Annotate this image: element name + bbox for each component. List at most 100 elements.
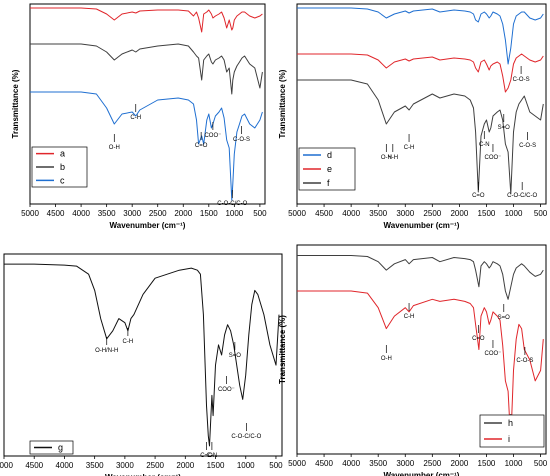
series-line-g [4,263,280,447]
x-tick-label: 3500 [98,209,116,218]
legend-box [479,414,545,448]
x-tick-label: 4000 [56,461,74,470]
x-tick-label: 1500 [478,209,496,218]
x-axis-label: Wavenumber (cm⁻¹) [105,473,181,476]
panel-bottom-right: 5000 4500 4000 3500 3000 2500 2000 1500 1000 500 W… [278,244,548,476]
legend-label-c: c [60,175,65,185]
legend: def [298,147,356,191]
x-tick-label: 4500 [315,209,333,218]
x-tick-label: 3000 [116,461,134,470]
plot-frame [29,3,266,205]
x-tick-label: 5000 [288,459,306,468]
annotation-label: C-N [207,453,218,459]
legend-label-a: a [60,149,65,159]
annotation-label: C-H [123,339,134,345]
x-tick-label: 3000 [123,209,141,218]
x-tick-label: 2500 [149,209,167,218]
annotation-label: COO⁻ [218,387,235,393]
legend-label-i: i [508,434,510,444]
x-tick-label: 1000 [505,459,523,468]
x-tick-label: 2500 [423,209,441,218]
x-tick-label: 500 [534,209,548,218]
annotation-label: O-H [109,145,120,151]
legend-label-e: e [327,164,332,174]
x-tick-label: 1000 [237,461,255,470]
annotation-label: C=O [472,193,485,199]
plot-frame [3,253,283,457]
annotation-label: COO⁻ [485,351,502,357]
annotation-label: S=O [498,315,511,321]
x-tick-label: 2000 [176,461,194,470]
annotation-label: O-H/N-H [95,348,118,354]
x-tick-label: 3000 [396,209,414,218]
annotation-label: C-O-S [233,137,250,143]
series-line-i [297,290,544,445]
annotation-label: COO⁻ [485,155,502,161]
legend-label-d: d [327,150,332,160]
annotation-label: C=O [195,143,208,149]
y-axis-label: Transmittance (%) [11,69,20,138]
x-tick-label: 1500 [478,459,496,468]
annotation-label: C-H [130,115,141,121]
x-tick-label: 2500 [423,459,441,468]
panel-bottom-left: 5000 4500 4000 3500 3000 2500 2000 1500 1000 500 W… [0,253,283,476]
x-tick-label: 4000 [342,459,360,468]
panel-top-left: 5000 4500 4000 3500 3000 2500 2000 1500 1000 500 W… [11,3,267,230]
x-tick-label: 3500 [369,209,387,218]
x-tick-label: 4500 [315,459,333,468]
x-tick-label: 4500 [25,461,43,470]
annotation-label: C=O [200,453,213,459]
series-line-a [30,7,263,33]
series-line-b [30,43,263,95]
x-tick-label: 5000 [0,461,13,470]
x-tick-label: 2000 [174,209,192,218]
x-tick-label: 2000 [450,459,468,468]
annotation-label: O-H [381,155,392,161]
legend: hi [479,414,545,448]
plot-frame [296,3,547,205]
annotation-label: S=O [498,125,511,131]
annotation-label: C-H [404,145,415,151]
x-axis-label: Wavenumber (cm⁻¹) [384,471,460,476]
x-tick-label: 500 [269,461,283,470]
legend-label-g: g [58,443,63,453]
annotation-label: C-O-S [516,358,533,364]
x-tick-label: 3000 [396,459,414,468]
x-tick-label: 2500 [146,461,164,470]
x-tick-label: 5000 [21,209,39,218]
x-axis-label: Wavenumber (cm⁻¹) [384,221,460,230]
x-tick-label: 4000 [342,209,360,218]
x-tick-label: 3500 [369,459,387,468]
x-tick-label: 4000 [72,209,90,218]
x-tick-label: 4500 [47,209,65,218]
annotation-label: C=O [472,336,485,342]
annotation-label: C-O-C/C-O [217,201,247,207]
panel-top-right: 5000 4500 4000 3500 3000 2500 2000 1500 1000 500 W… [278,3,548,230]
x-tick-label: 500 [253,209,267,218]
legend-label-f: f [327,178,330,188]
legend-label-h: h [508,418,513,428]
legend: abc [31,146,88,188]
annotation-label: C-O-C/C-O [231,434,261,440]
annotation-label: O-H [381,356,392,362]
annotation-label: COO⁻ [204,133,221,139]
series-line-f [297,79,544,195]
annotation-label: N-H [387,155,398,161]
y-axis-label: Transmittance (%) [278,315,287,384]
series-line-c [30,91,263,201]
x-tick-label: 500 [534,459,548,468]
annotation-label: C-H [404,314,415,320]
x-tick-label: 3500 [86,461,104,470]
x-tick-label: 1500 [207,461,225,470]
x-tick-label: 1000 [505,209,523,218]
legend-label-b: b [60,162,65,172]
annotation-label: C-N [479,142,490,148]
legend: g [29,440,74,455]
plot-frame [296,244,547,455]
x-tick-label: 5000 [288,209,306,218]
x-tick-label: 2000 [450,209,468,218]
x-tick-label: 1000 [225,209,243,218]
annotation-label: C-O-S [513,77,530,83]
annotation-label: S=O [229,353,242,359]
